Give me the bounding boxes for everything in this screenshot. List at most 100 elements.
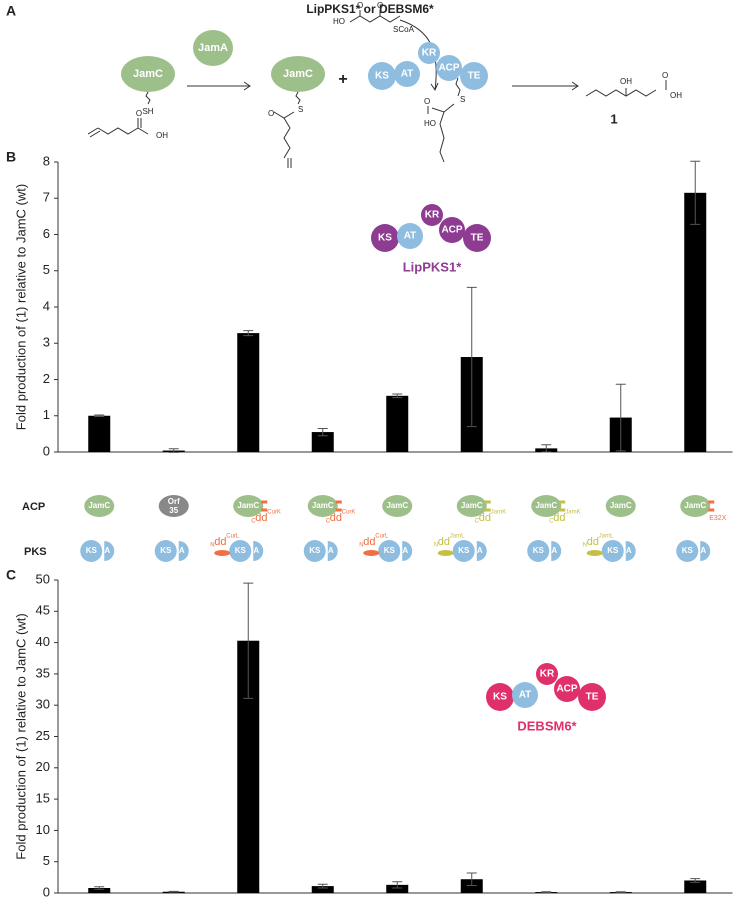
- error-bar: [466, 286, 477, 428]
- bar: [237, 640, 260, 893]
- dd-end: N: [359, 543, 363, 549]
- ks-icon: [154, 540, 177, 562]
- dd-label: dd: [255, 512, 267, 524]
- dd-end: C: [475, 519, 480, 525]
- atom: HO: [333, 17, 345, 26]
- y-axis-label: Fold production of (1) relative to JamC …: [13, 184, 28, 430]
- ks-icon: [527, 540, 550, 562]
- y-tick-label: 4: [43, 298, 50, 313]
- acp-label: JamC: [610, 501, 632, 510]
- bar: [684, 192, 707, 452]
- ks-icon: [452, 540, 475, 562]
- atom: SH: [142, 107, 153, 116]
- docking-domain: [586, 550, 603, 556]
- dd-end: C: [251, 519, 256, 525]
- atom: O: [357, 1, 363, 10]
- domain-label: AT: [401, 69, 414, 80]
- error-bar: [243, 582, 254, 699]
- dd-end: N: [583, 543, 587, 549]
- acp-icon: [382, 495, 413, 517]
- error-bar: [466, 872, 477, 886]
- domain-label: ACP: [556, 684, 577, 695]
- dd-label: dd: [438, 536, 450, 548]
- ks-label: KS: [86, 546, 98, 555]
- ks-icon: [80, 540, 103, 562]
- atom: O: [136, 109, 142, 118]
- acp-icon: [158, 495, 189, 517]
- error-bar: [541, 891, 552, 893]
- acp-icon: [84, 495, 115, 517]
- dd-sup: JamL: [450, 534, 465, 540]
- arrow: [512, 81, 579, 91]
- acp-icon: [605, 495, 636, 517]
- plus: +: [338, 71, 347, 88]
- y-tick-label: 5: [43, 262, 50, 277]
- compound-label: 1: [610, 111, 617, 126]
- at-icon: [551, 541, 562, 561]
- docking-domain: [559, 500, 566, 512]
- inset-title: DEBSM6*: [517, 718, 577, 733]
- at-icon: [104, 541, 115, 561]
- atom: HO: [424, 119, 436, 128]
- error-bar: [168, 448, 179, 453]
- domain-label: KR: [540, 669, 555, 680]
- jamc: [271, 56, 325, 92]
- atom: O: [268, 109, 274, 118]
- panel-label: B: [6, 149, 16, 165]
- docking-domain: [484, 500, 491, 512]
- y-tick-label: 20: [36, 759, 50, 774]
- bar: [386, 884, 409, 893]
- dd-end: N: [434, 543, 438, 549]
- y-tick-label: 1: [43, 407, 50, 422]
- bar: [311, 432, 334, 452]
- acp-label-line: 35: [169, 506, 178, 515]
- bar: [460, 879, 483, 893]
- domain-label: KR: [425, 210, 440, 221]
- dd-sup: E32X: [709, 515, 726, 522]
- domain: [421, 204, 443, 226]
- docking-domain: [214, 550, 231, 556]
- error-bar: [168, 890, 179, 893]
- error-bar: [317, 427, 328, 437]
- error-bar: [615, 891, 626, 893]
- y-tick-label: 2: [43, 371, 50, 386]
- y-tick-label: 30: [36, 697, 50, 712]
- acp-label-line: Orf: [168, 497, 180, 506]
- acp-label: JamC: [312, 501, 334, 510]
- dd-label: dd: [553, 512, 565, 524]
- dd-sup: JamK: [565, 510, 580, 516]
- domain: [463, 224, 491, 252]
- atom: O: [662, 71, 668, 80]
- dd-end: N: [210, 543, 214, 549]
- domain: [397, 223, 423, 249]
- y-tick-label: 45: [36, 603, 50, 618]
- bar: [237, 333, 260, 452]
- dd-end: C: [549, 519, 554, 525]
- y-axis-label: Fold production of (1) relative to JamC …: [13, 613, 28, 859]
- atom: O: [424, 97, 430, 106]
- y-tick-label: 35: [36, 665, 50, 680]
- bar: [311, 886, 334, 893]
- atom: O: [377, 1, 383, 10]
- domain-label: KS: [378, 233, 392, 244]
- error-bar: [690, 160, 701, 225]
- ks-icon: [229, 540, 252, 562]
- dd-label: dd: [330, 512, 342, 524]
- dd-label: dd: [363, 536, 375, 548]
- acp-icon: [456, 495, 487, 517]
- y-tick-label: 10: [36, 822, 50, 837]
- dd-sup: CurK: [342, 510, 356, 516]
- at-label: A: [104, 546, 110, 555]
- domain-label: ACP: [441, 225, 462, 236]
- jamc: [121, 56, 175, 92]
- acp-icon: [233, 495, 264, 517]
- y-tick-label: 7: [43, 190, 50, 205]
- at-icon: [178, 541, 189, 561]
- domain-label: TE: [586, 692, 599, 703]
- error-bar: [690, 878, 701, 883]
- domain: [436, 55, 462, 81]
- y-tick-label: 5: [43, 853, 50, 868]
- y-tick-label: 3: [43, 335, 50, 350]
- domain: [512, 682, 538, 708]
